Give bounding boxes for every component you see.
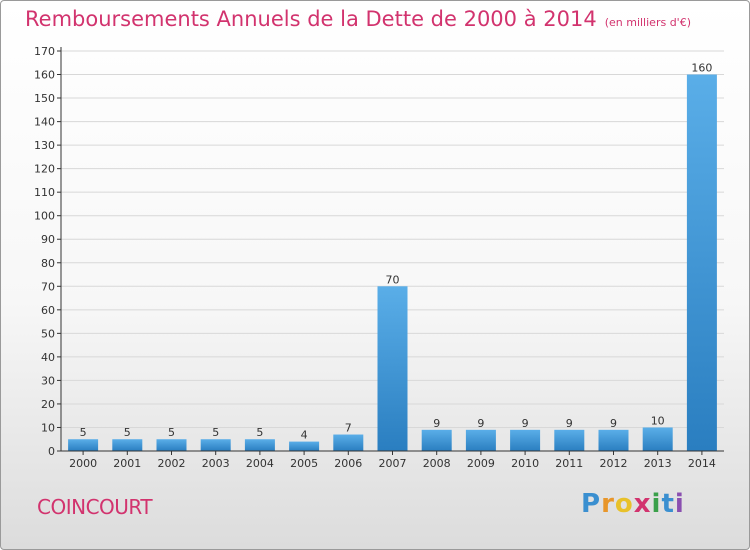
y-tick-label: 80: [41, 257, 55, 270]
bar-value-label: 5: [80, 426, 87, 439]
y-tick-label: 60: [41, 304, 55, 317]
logo-letter: r: [601, 489, 615, 519]
bar-value-label: 5: [212, 426, 219, 439]
chart-subtitle: (en milliers d'€): [604, 16, 691, 29]
y-tick-label: 170: [34, 45, 55, 58]
axes: 0 10 20 30 40 50 60 70 80 90 100 110 120 130 140 150 160…: [34, 45, 724, 470]
bar-value-label: 9: [477, 417, 484, 430]
bar-2005: [289, 441, 320, 451]
x-tick-label: 2010: [511, 457, 539, 470]
x-tick-label: 2004: [246, 457, 274, 470]
logo-letter: i: [674, 489, 685, 519]
bar-2011: [554, 429, 585, 451]
bar-value-label: 5: [168, 426, 175, 439]
logo-letter: P: [581, 489, 602, 519]
x-tick-label: 2000: [69, 457, 97, 470]
bar-value-label: 160: [691, 62, 712, 75]
y-tick-label: 30: [41, 374, 55, 387]
y-tick-label: 20: [41, 398, 55, 411]
place-name: COINCOURT: [37, 495, 153, 519]
y-tick-label: 110: [34, 186, 55, 199]
bar-value-label: 4: [301, 429, 308, 442]
x-tick-label: 2005: [290, 457, 318, 470]
chart-title-text: Remboursements Annuels de la Dette de 20…: [25, 7, 597, 31]
y-tick-label: 50: [41, 327, 55, 340]
chart-title: Remboursements Annuels de la Dette de 20…: [25, 7, 691, 31]
x-tick-label: 2009: [467, 457, 495, 470]
logo-letter: x: [633, 489, 652, 519]
x-tick-label: 2013: [644, 457, 672, 470]
y-tick-label: 90: [41, 233, 55, 246]
x-tick-label: 2014: [688, 457, 716, 470]
y-tick-label: 120: [34, 163, 55, 176]
bars: 5 5 5 5 5 4 7 70 9 9 9 9 9 10 160: [68, 62, 717, 451]
x-tick-label: 2006: [334, 457, 362, 470]
proxiti-logo: Proxiti: [581, 489, 685, 519]
bar-value-label: 9: [566, 417, 573, 430]
x-tick-label: 2001: [113, 457, 141, 470]
bar-value-label: 5: [256, 426, 263, 439]
y-tick-label: 0: [48, 445, 55, 458]
x-tick-label: 2008: [423, 457, 451, 470]
x-tick-label: 2012: [600, 457, 628, 470]
bar-2007: [377, 286, 408, 451]
bar-2004: [244, 439, 275, 451]
bar-2014: [686, 74, 717, 451]
y-tick-label: 130: [34, 139, 55, 152]
bar-2000: [68, 439, 99, 451]
x-tick-label: 2011: [555, 457, 583, 470]
bar-value-label: 9: [433, 417, 440, 430]
y-tick-label: 150: [34, 92, 55, 105]
bar-2008: [421, 429, 452, 451]
bar-2013: [642, 427, 673, 451]
y-tick-label: 140: [34, 116, 55, 129]
logo-letter: o: [614, 489, 634, 519]
bar-value-label: 9: [610, 417, 617, 430]
y-tick-label: 40: [41, 351, 55, 364]
x-tick-label: 2007: [379, 457, 407, 470]
bar-value-label: 9: [522, 417, 529, 430]
y-tick-label: 70: [41, 280, 55, 293]
x-tick-label: 2002: [158, 457, 186, 470]
bar-2010: [510, 429, 541, 451]
x-tick-label: 2003: [202, 457, 230, 470]
bar-value-label: 5: [124, 426, 131, 439]
bar-2003: [200, 439, 231, 451]
y-tick-label: 10: [41, 421, 55, 434]
bar-value-label: 7: [345, 422, 352, 435]
y-tick-label: 160: [34, 69, 55, 82]
bar-2009: [465, 429, 496, 451]
y-tick-label: 100: [34, 210, 55, 223]
bar-2012: [598, 429, 629, 451]
bar-2002: [156, 439, 187, 451]
bar-2001: [112, 439, 143, 451]
logo-letter: i: [651, 489, 662, 519]
bar-2006: [333, 434, 364, 451]
bar-value-label: 10: [651, 414, 665, 427]
logo-letter: t: [661, 489, 675, 519]
bar-value-label: 70: [386, 273, 400, 286]
